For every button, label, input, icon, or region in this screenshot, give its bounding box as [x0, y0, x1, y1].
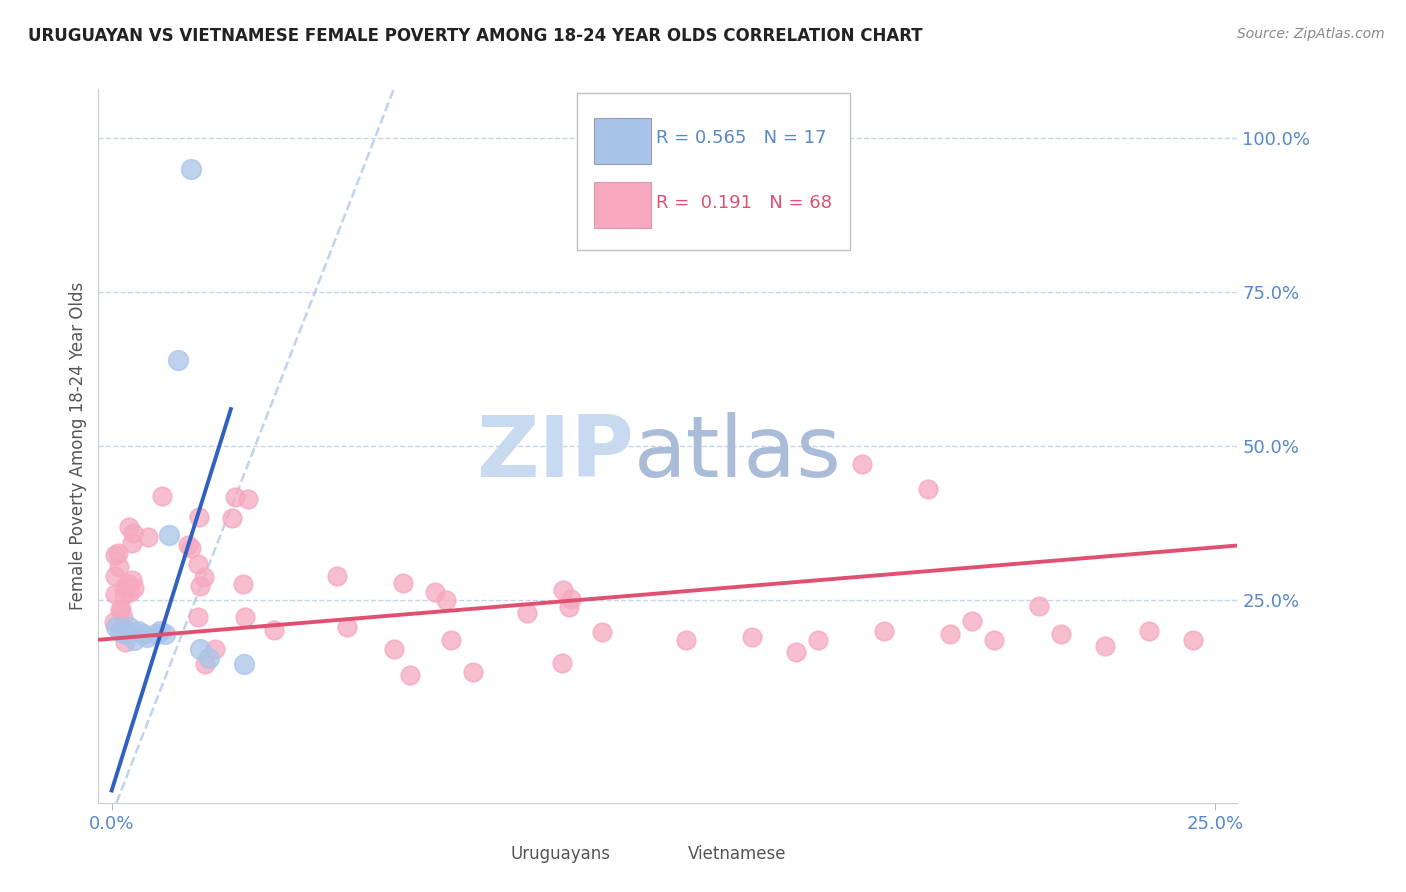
Point: [851, 458, 873, 472]
Point: [983, 632, 1005, 647]
FancyBboxPatch shape: [576, 93, 851, 250]
Point: [149, 624, 172, 638]
Point: [224, 490, 246, 504]
Point: [551, 582, 574, 597]
Point: [117, 625, 139, 640]
Point: [118, 585, 141, 599]
Point: [111, 622, 134, 636]
Point: [127, 624, 149, 638]
FancyBboxPatch shape: [654, 839, 683, 867]
Point: [1182, 632, 1205, 647]
Point: [180, 541, 202, 555]
Point: [398, 668, 420, 682]
Point: [1094, 639, 1116, 653]
Point: [188, 510, 211, 524]
Point: [145, 626, 167, 640]
Text: R =  0.191   N = 68: R = 0.191 N = 68: [657, 194, 832, 212]
Point: [114, 635, 136, 649]
Point: [114, 626, 136, 640]
Point: [122, 581, 145, 595]
Point: [107, 545, 129, 559]
Point: [153, 626, 176, 640]
Point: [108, 602, 131, 616]
Point: [807, 632, 830, 647]
Point: [157, 528, 180, 542]
Point: [136, 530, 159, 544]
FancyBboxPatch shape: [593, 182, 651, 228]
Point: [122, 525, 145, 540]
Point: [238, 492, 260, 507]
Point: [233, 609, 256, 624]
Point: [187, 609, 209, 624]
Point: [193, 570, 215, 584]
Point: [551, 657, 574, 671]
Point: [188, 579, 211, 593]
Point: [785, 645, 807, 659]
Point: [103, 615, 125, 630]
Point: [204, 642, 226, 657]
Point: [112, 580, 135, 594]
Point: [675, 632, 697, 647]
Point: [873, 624, 896, 638]
Point: [110, 601, 132, 615]
Point: [108, 559, 131, 574]
Point: [111, 610, 134, 624]
Text: Source: ZipAtlas.com: Source: ZipAtlas.com: [1237, 27, 1385, 41]
Point: [186, 558, 208, 572]
Point: [741, 630, 763, 644]
Point: [180, 162, 202, 177]
Point: [167, 352, 190, 367]
Point: [118, 620, 141, 634]
Text: atlas: atlas: [634, 411, 842, 495]
Point: [104, 587, 127, 601]
Point: [104, 548, 127, 562]
Point: [136, 630, 159, 644]
Point: [1137, 624, 1160, 638]
Point: [391, 575, 413, 590]
Point: [325, 568, 347, 582]
Point: [962, 615, 984, 629]
Point: [516, 607, 538, 621]
Point: [560, 592, 582, 607]
Text: URUGUAYAN VS VIETNAMESE FEMALE POVERTY AMONG 18-24 YEAR OLDS CORRELATION CHART: URUGUAYAN VS VIETNAMESE FEMALE POVERTY A…: [28, 27, 922, 45]
Point: [177, 538, 200, 552]
Point: [382, 642, 405, 657]
Point: [558, 599, 581, 614]
Point: [117, 576, 139, 591]
Point: [461, 665, 484, 679]
Point: [233, 657, 256, 672]
Point: [131, 626, 153, 640]
Point: [917, 482, 939, 496]
Point: [121, 574, 143, 588]
Point: [105, 620, 128, 634]
Y-axis label: Female Poverty Among 18-24 Year Olds: Female Poverty Among 18-24 Year Olds: [69, 282, 87, 610]
Point: [197, 651, 219, 665]
Point: [591, 625, 613, 640]
Point: [263, 624, 285, 638]
Point: [112, 588, 135, 602]
FancyBboxPatch shape: [593, 118, 651, 164]
Text: R = 0.565   N = 17: R = 0.565 N = 17: [657, 128, 827, 146]
Point: [1049, 626, 1071, 640]
Point: [436, 593, 458, 607]
Point: [232, 577, 254, 591]
FancyBboxPatch shape: [478, 839, 508, 867]
Point: [121, 535, 143, 549]
Point: [150, 489, 173, 503]
Point: [104, 569, 127, 583]
Point: [221, 511, 243, 525]
Point: [1028, 599, 1050, 613]
Point: [440, 633, 463, 648]
Point: [118, 520, 141, 534]
Point: [336, 620, 359, 634]
Point: [423, 584, 446, 599]
Point: [122, 632, 145, 647]
Point: [188, 642, 211, 657]
Text: Vietnamese: Vietnamese: [689, 846, 787, 863]
Text: Uruguayans: Uruguayans: [510, 846, 610, 863]
Point: [110, 624, 132, 638]
Text: ZIP: ZIP: [477, 411, 634, 495]
Point: [939, 626, 962, 640]
Point: [194, 657, 217, 671]
